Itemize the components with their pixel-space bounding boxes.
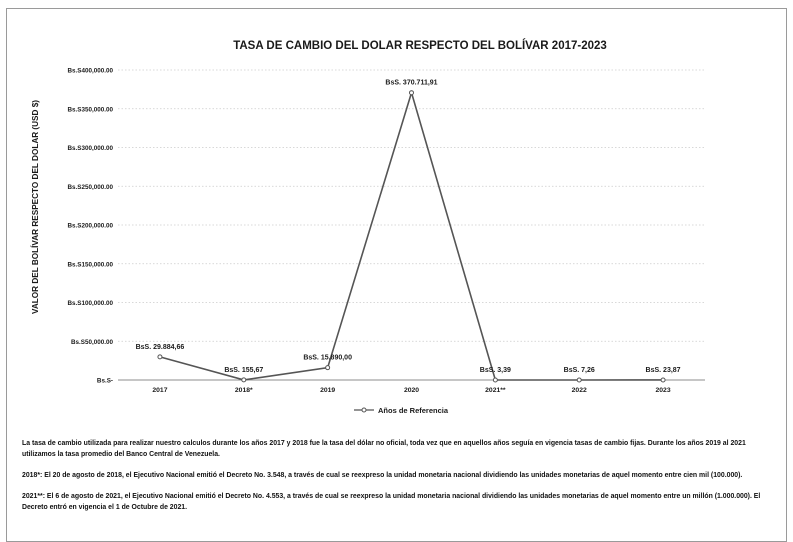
y-axis-ticks: Bs.S- Bs.S50,000.00 Bs.S100,000.00 Bs.S150,…: [67, 68, 113, 385]
note-exchange-rate: La tasa de cambio utilizada para realiza…: [22, 440, 746, 458]
chart-title: TASA DE CAMBIO DEL DOLAR RESPECTO DEL BO…: [233, 39, 607, 52]
y-tick-label: Bs.S250,000.00: [67, 184, 113, 191]
series-line: [159, 89, 664, 381]
legend-label: Años de Referencia: [378, 406, 449, 415]
data-label: BsS. 29.884,66: [136, 344, 185, 351]
y-tick-label: Bs.S150,000.00: [67, 261, 113, 268]
x-axis-ticks: 2017 2018* 2019 2020 2021** 2022 2023: [152, 387, 670, 394]
data-point: [325, 365, 331, 371]
legend-marker-swatch: [361, 407, 367, 413]
data-point: [660, 377, 666, 383]
data-label: BsS. 370.711,91: [385, 80, 437, 87]
series-group: [157, 89, 666, 383]
data-labels: BsS. 29.884,66 BsS. 155,67 BsS. 15.890,00 B…: [136, 80, 681, 374]
data-label: BsS. 15.890,00: [303, 355, 352, 362]
data-point: [576, 377, 582, 383]
y-tick-label: Bs.S-: [97, 378, 113, 385]
x-tick-label: 2022: [572, 387, 587, 394]
legend: Años de Referencia: [354, 406, 449, 415]
x-tick-label: 2019: [320, 387, 335, 394]
y-axis-label: VALOR DEL BOLÍVAR RESPECTO DEL DOLAR (US…: [30, 100, 40, 314]
y-tick-label: Bs.S350,000.00: [67, 106, 113, 113]
y-tick-label: Bs.S300,000.00: [67, 145, 113, 152]
data-point: [157, 354, 163, 360]
data-point: [241, 377, 247, 383]
data-label: BsS. 3,39: [480, 367, 511, 374]
x-tick-label: 2018*: [235, 387, 253, 394]
y-tick-label: Bs.S50,000.00: [71, 339, 114, 346]
note-2018-decree: 2018*: El 20 de agosto de 2018, el Ejecu…: [22, 472, 743, 479]
y-tick-label: Bs.S400,000.00: [67, 68, 113, 75]
note-2021-decree: 2021**: El 6 de agosto de 2021, el Ejecu…: [22, 493, 761, 511]
y-tick-label: Bs.S100,000.00: [67, 300, 113, 307]
gridlines: [118, 69, 705, 342]
x-tick-label: 2023: [656, 387, 671, 394]
data-label: BsS. 7,26: [564, 367, 595, 374]
y-tick-label: Bs.S200,000.00: [67, 223, 113, 230]
data-label: BsS. 155,67: [224, 367, 263, 374]
data-label: BsS. 23,87: [646, 367, 681, 374]
data-point: [492, 377, 498, 383]
x-tick-label: 2017: [152, 387, 167, 394]
chart-notes: La tasa de cambio utilizada para realiza…: [22, 438, 772, 523]
x-tick-label: 2021**: [485, 387, 506, 394]
data-point: [409, 90, 414, 96]
x-tick-label: 2020: [404, 387, 419, 394]
